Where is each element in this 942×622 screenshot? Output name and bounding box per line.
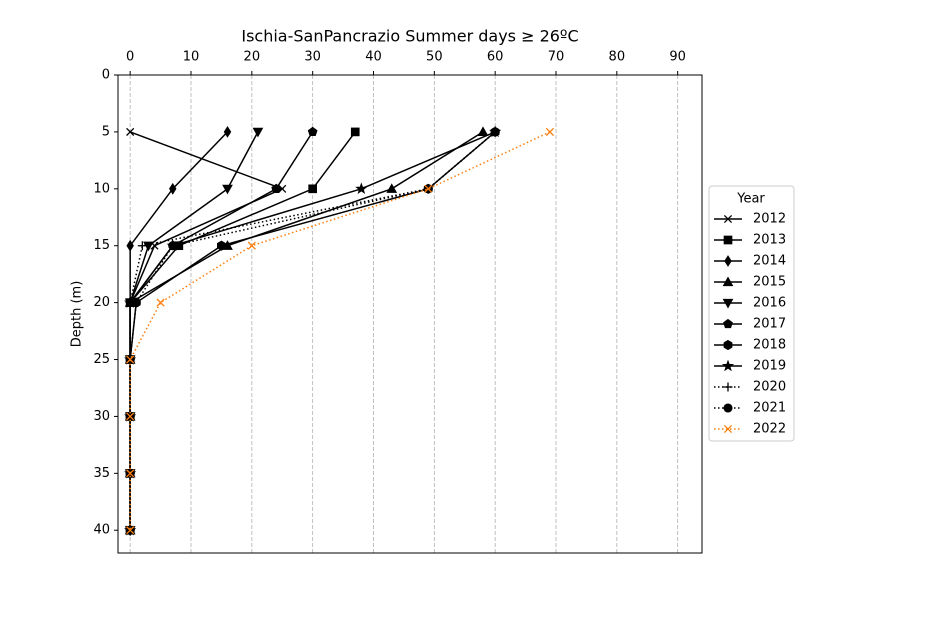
data-point [271,183,282,193]
chart-title: Ischia-SanPancrazio Summer days ≥ 26ºC [241,27,578,46]
data-point [131,298,141,308]
y-tick-label: 25 [93,352,110,367]
x-tick-label: 60 [487,50,504,65]
y-tick-label: 5 [102,124,110,139]
legend-marker [723,214,733,224]
legend-label: 2015 [753,275,786,290]
y-tick-label: 40 [93,523,110,538]
data-point [169,182,177,195]
legend-marker [724,255,732,267]
legend-title: Year [736,192,765,207]
legend-marker [723,235,733,245]
legend-label: 2021 [753,401,786,416]
data-point [386,183,398,193]
legend-label: 2019 [753,359,786,374]
series-line [129,131,496,531]
y-tick-label: 10 [93,181,110,196]
data-point [168,241,178,251]
legend-marker [723,339,733,351]
y-tick-label: 20 [93,295,110,310]
data-point [355,182,368,195]
legend-marker [721,359,735,372]
x-tick-label: 10 [183,50,200,65]
legend-label: 2017 [753,317,786,332]
x-tick-label: 50 [426,50,443,65]
data-point [126,469,135,478]
data-point [156,298,165,307]
data-point [223,126,232,138]
data-point [307,126,318,137]
data-point [126,127,135,136]
data-point [126,355,135,364]
data-point [222,184,233,195]
x-tick-label: 80 [609,50,626,65]
data-point [490,127,500,137]
x-tick-label: 40 [365,50,382,65]
x-tick-label: 90 [669,50,686,65]
legend-label: 2016 [753,296,786,311]
plot-frame [117,74,703,554]
legend-marker [723,382,733,392]
legend-marker [722,298,734,309]
data-point [308,184,317,194]
data-point [477,126,489,137]
legend-label: 2012 [753,212,786,227]
y-tick-label: 15 [93,238,110,253]
legend-label: 2020 [753,380,786,395]
data-point [545,127,554,136]
y-tick-label: 30 [93,409,110,424]
data-point [137,241,147,251]
legend-marker [723,403,733,413]
legend-label: 2022 [753,422,786,437]
y-axis-label: Depth (m) [70,281,85,348]
data-point [126,412,135,421]
legend-label: 2013 [753,233,786,248]
data-point [217,240,226,251]
x-tick-label: 70 [548,50,565,65]
series-line [129,131,551,531]
legend-label: 2018 [753,338,786,353]
legend-marker [722,276,734,287]
data-point [350,127,360,137]
legend-label: 2014 [753,254,786,269]
x-tick-label: 20 [244,50,261,65]
data-point [126,239,134,252]
legend-marker [723,424,733,434]
x-tick-label: 30 [304,50,321,65]
y-tick-label: 0 [102,68,110,83]
legend-marker [723,318,733,329]
data-point [126,526,135,535]
legend-box [708,185,795,442]
y-tick-label: 35 [93,466,110,481]
x-tick-label: 0 [126,50,134,65]
data-point [252,127,264,138]
data-point [424,184,433,193]
data-point [247,241,256,250]
